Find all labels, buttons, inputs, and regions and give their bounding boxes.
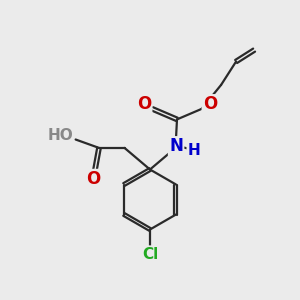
Text: O: O [137, 95, 151, 113]
Text: Cl: Cl [142, 247, 158, 262]
Text: O: O [86, 170, 100, 188]
Text: H: H [188, 143, 200, 158]
Text: N: N [169, 137, 183, 155]
Text: O: O [203, 95, 217, 113]
Text: HO: HO [47, 128, 73, 143]
